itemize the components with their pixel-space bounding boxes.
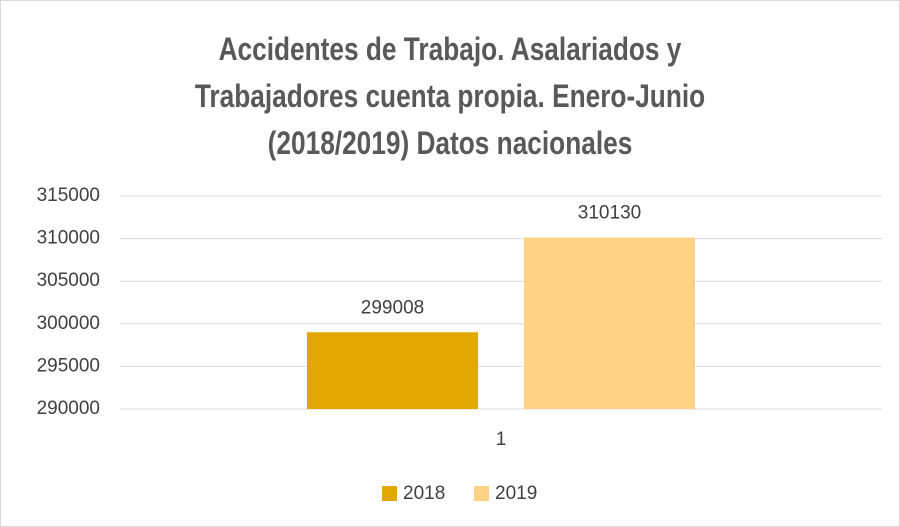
legend-label: 2019 <box>495 483 537 504</box>
legend-swatch <box>382 486 397 501</box>
y-tick-label: 295000 <box>37 355 100 376</box>
y-tick-label: 305000 <box>37 270 100 291</box>
x-tick-label: 1 <box>496 429 507 450</box>
y-tick-label: 300000 <box>37 313 100 334</box>
legend-label: 2018 <box>403 483 445 504</box>
y-tick-label: 310000 <box>37 228 100 249</box>
data-label: 310130 <box>578 203 641 224</box>
data-label: 299008 <box>361 297 424 318</box>
legend-swatch <box>474 486 489 501</box>
y-tick-label: 315000 <box>37 185 100 206</box>
chart-title: Accidentes de Trabajo. Asalariados y Tra… <box>194 31 706 161</box>
bar <box>524 237 695 409</box>
y-tick-label: 290000 <box>37 398 100 419</box>
bar <box>307 332 478 409</box>
